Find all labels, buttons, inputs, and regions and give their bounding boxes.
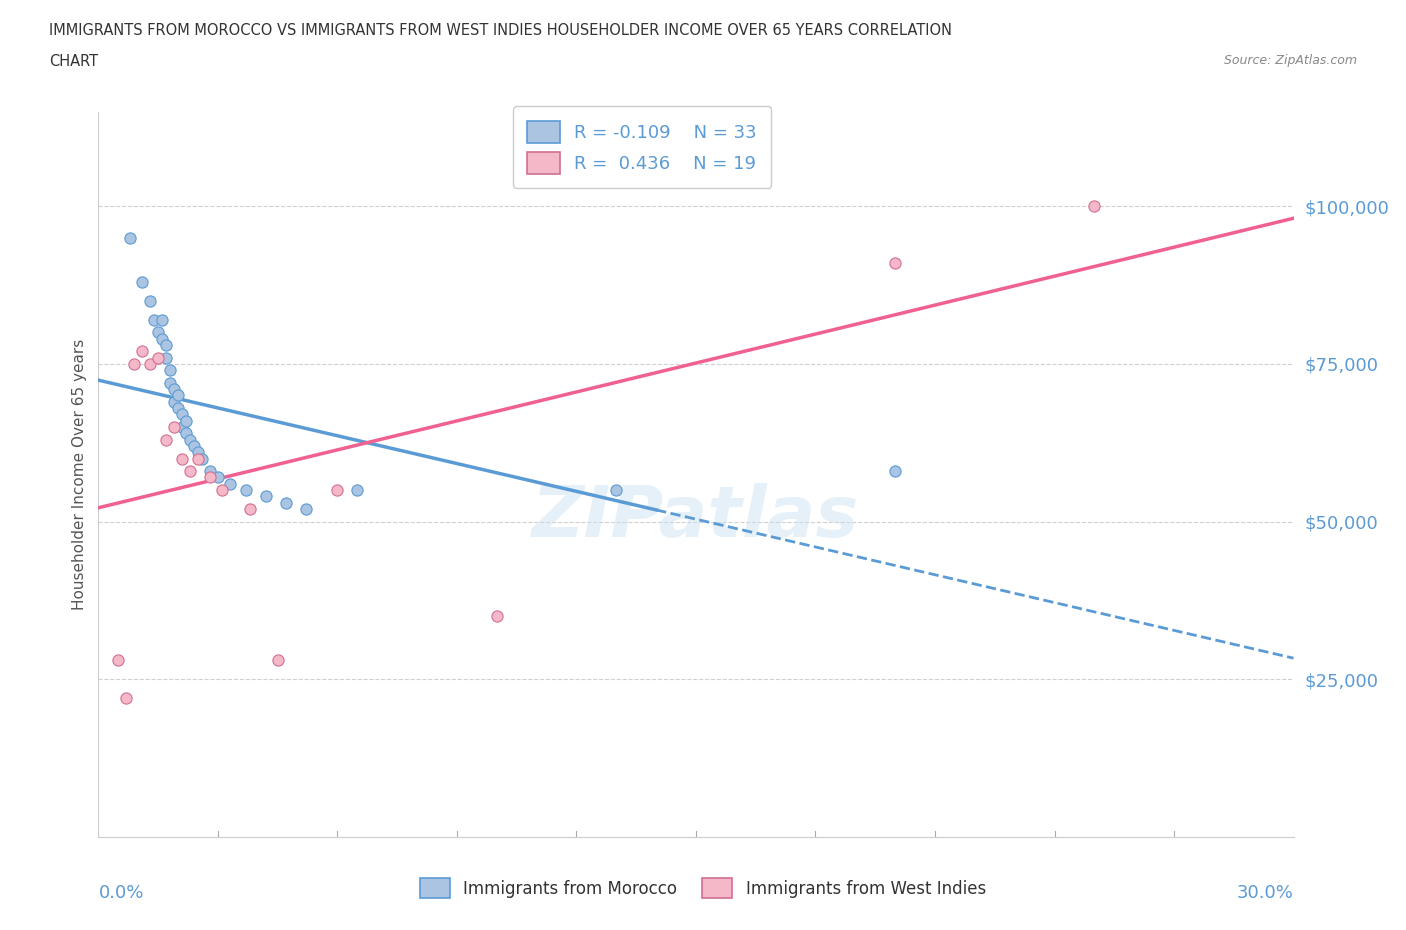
- Point: [150, 331, 173, 346]
- Point: [239, 501, 262, 516]
- Point: [884, 464, 907, 479]
- Point: [294, 501, 316, 516]
- Point: [267, 653, 290, 668]
- Text: Source: ZipAtlas.com: Source: ZipAtlas.com: [1223, 54, 1357, 67]
- Point: [163, 381, 186, 396]
- Point: [159, 363, 181, 378]
- Point: [131, 274, 153, 289]
- Point: [159, 376, 181, 391]
- Point: [211, 483, 233, 498]
- Point: [155, 338, 177, 352]
- Text: IMMIGRANTS FROM MOROCCO VS IMMIGRANTS FROM WEST INDIES HOUSEHOLDER INCOME OVER 6: IMMIGRANTS FROM MOROCCO VS IMMIGRANTS FR…: [49, 23, 952, 38]
- Point: [605, 483, 627, 498]
- Point: [143, 312, 166, 327]
- Point: [115, 691, 138, 706]
- Point: [187, 451, 209, 466]
- Point: [187, 445, 209, 459]
- Point: [167, 388, 190, 403]
- Point: [139, 356, 162, 371]
- Text: ZIPatlas: ZIPatlas: [533, 484, 859, 552]
- Point: [198, 470, 221, 485]
- Point: [163, 419, 186, 434]
- Point: [155, 432, 177, 447]
- Point: [179, 464, 201, 479]
- Point: [346, 483, 368, 498]
- Point: [207, 470, 229, 485]
- Point: [150, 312, 173, 327]
- Point: [191, 451, 214, 466]
- Point: [172, 451, 194, 466]
- Point: [131, 344, 153, 359]
- Text: 30.0%: 30.0%: [1237, 884, 1294, 902]
- Point: [120, 231, 142, 246]
- Point: [107, 653, 129, 668]
- Point: [183, 438, 205, 453]
- Y-axis label: Householder Income Over 65 years: Householder Income Over 65 years: [72, 339, 87, 610]
- Point: [124, 356, 146, 371]
- Point: [254, 489, 277, 504]
- Point: [148, 351, 170, 365]
- Point: [139, 293, 162, 308]
- Point: [172, 407, 194, 422]
- Point: [1083, 199, 1105, 214]
- Point: [163, 394, 186, 409]
- Text: 0.0%: 0.0%: [98, 884, 143, 902]
- Point: [172, 419, 194, 434]
- Legend: R = -0.109    N = 33, R =  0.436    N = 19: R = -0.109 N = 33, R = 0.436 N = 19: [513, 106, 772, 188]
- Point: [174, 426, 197, 441]
- Point: [174, 413, 197, 428]
- Point: [148, 325, 170, 339]
- Point: [155, 351, 177, 365]
- Point: [167, 401, 190, 416]
- Point: [485, 609, 508, 624]
- Text: CHART: CHART: [49, 54, 98, 69]
- Point: [235, 483, 257, 498]
- Point: [326, 483, 349, 498]
- Point: [219, 476, 242, 491]
- Legend: Immigrants from Morocco, Immigrants from West Indies: Immigrants from Morocco, Immigrants from…: [413, 871, 993, 905]
- Point: [884, 256, 907, 271]
- Point: [274, 496, 297, 511]
- Point: [198, 464, 221, 479]
- Point: [179, 432, 201, 447]
